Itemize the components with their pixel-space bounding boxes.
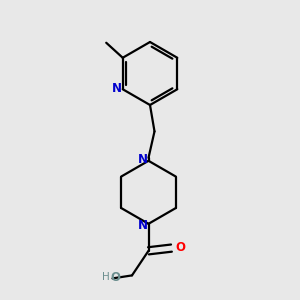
Text: N: N [112, 82, 122, 95]
Text: H: H [102, 272, 110, 283]
Text: N: N [138, 219, 148, 232]
Text: O: O [110, 271, 120, 284]
Text: N: N [138, 153, 148, 166]
Text: O: O [176, 241, 186, 254]
